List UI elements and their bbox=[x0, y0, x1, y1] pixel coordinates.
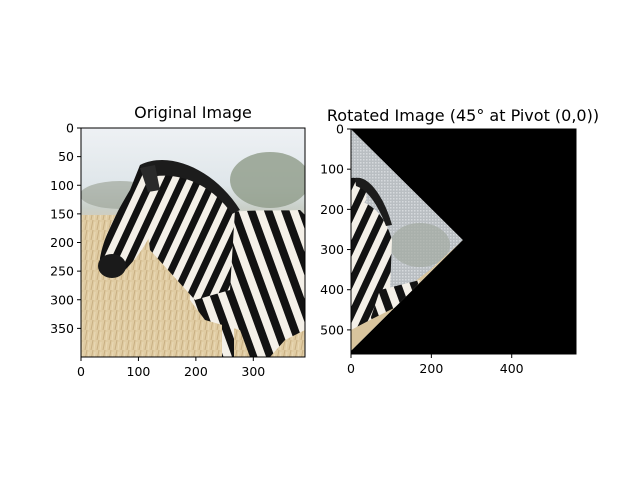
x-tick-label: 0 bbox=[347, 361, 355, 376]
y-tick-label: 500 bbox=[320, 322, 344, 337]
x-tick-label: 400 bbox=[500, 361, 524, 376]
y-tick-label: 100 bbox=[50, 178, 74, 193]
panel-1-x-axis: 0 100 200 300 bbox=[77, 357, 265, 379]
y-tick-label: 50 bbox=[58, 149, 74, 164]
panel-2-x-axis: 0 200 400 bbox=[347, 354, 524, 376]
y-tick-label: 150 bbox=[50, 206, 74, 221]
panel-original-image: Original Image 0 50 100 150 200 250 300 350 0 10… bbox=[50, 103, 306, 379]
panel-1-y-axis: 0 50 100 150 200 250 300 350 bbox=[50, 121, 81, 336]
x-tick-label: 100 bbox=[127, 364, 151, 379]
panel-2-y-axis: 0 100 200 300 400 500 bbox=[320, 122, 351, 337]
y-tick-label: 200 bbox=[320, 202, 344, 217]
x-tick-label: 0 bbox=[77, 364, 85, 379]
y-tick-label: 300 bbox=[50, 292, 74, 307]
y-tick-label: 300 bbox=[320, 242, 344, 257]
x-tick-label: 200 bbox=[419, 361, 443, 376]
panel-2-title: Rotated Image (45° at Pivot (0,0)) bbox=[327, 106, 599, 125]
y-tick-label: 200 bbox=[50, 235, 74, 250]
y-tick-label: 0 bbox=[336, 122, 344, 137]
y-tick-label: 100 bbox=[320, 162, 344, 177]
y-tick-label: 250 bbox=[50, 264, 74, 279]
zebra-image bbox=[81, 128, 305, 357]
y-tick-label: 400 bbox=[320, 282, 344, 297]
panel-1-title: Original Image bbox=[134, 103, 252, 122]
x-tick-label: 300 bbox=[241, 364, 265, 379]
x-tick-label: 200 bbox=[184, 364, 208, 379]
rotated-zebra-image bbox=[351, 129, 463, 351]
y-tick-label: 350 bbox=[50, 321, 74, 336]
panel-rotated-image: Rotated Image (45° at Pivot (0,0)) 0 100 2… bbox=[320, 106, 599, 376]
y-tick-label: 0 bbox=[66, 121, 74, 136]
